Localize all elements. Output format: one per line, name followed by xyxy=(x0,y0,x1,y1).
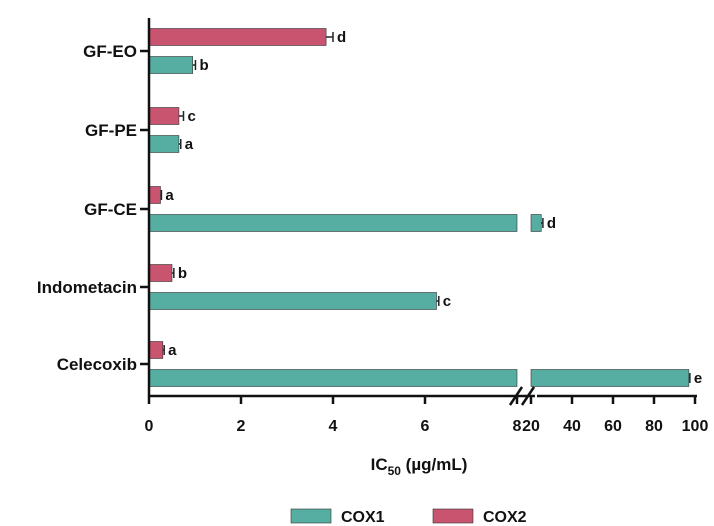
y-tick-label-celecoxib: Celecoxib xyxy=(57,355,137,374)
bar-cox2-gf-pe xyxy=(148,107,180,125)
bar-cox2-gf-ce xyxy=(148,186,161,204)
axis-break-mark-right xyxy=(520,386,536,406)
x-tick-label-20: 20 xyxy=(522,418,540,435)
x-axis-title: IC50 (µg/mL) xyxy=(371,455,468,478)
significance-label-cox2-indometacin: b xyxy=(178,265,187,282)
y-tick-label-gf-eo: GF-EO xyxy=(83,42,137,61)
x-tick-label-8: 8 xyxy=(513,418,522,435)
x-axis-title-unit: (µg/mL) xyxy=(401,455,467,474)
axes-layer xyxy=(140,18,697,406)
bar-cox1-indometacin xyxy=(148,292,437,310)
bar-cox1-celecoxib-part1 xyxy=(148,369,518,387)
bars-layer xyxy=(148,28,691,387)
bar-cox1-celecoxib-part2 xyxy=(530,369,690,387)
x-tick-label-100: 100 xyxy=(682,418,709,435)
x-tick-label-0: 0 xyxy=(145,418,154,435)
significance-label-cox1-gf-eo: b xyxy=(199,57,208,74)
x-tick-label-60: 60 xyxy=(604,418,622,435)
x-tick-label-6: 6 xyxy=(421,418,430,435)
y-tick-label-indometacin: Indometacin xyxy=(37,278,137,297)
x-tick-label-40: 40 xyxy=(563,418,581,435)
significance-label-cox1-gf-ce: d xyxy=(547,215,556,232)
legend-label-cox2: COX2 xyxy=(483,509,527,526)
significance-label-cox2-gf-ce: a xyxy=(165,187,174,204)
bar-cox1-gf-ce-part2 xyxy=(530,214,542,232)
x-tick-label-2: 2 xyxy=(237,418,246,435)
significance-label-cox2-gf-eo: d xyxy=(337,29,346,46)
significance-label-cox1-gf-pe: a xyxy=(185,136,194,153)
y-tick-label-gf-pe: GF-PE xyxy=(85,121,137,140)
bar-cox1-gf-eo xyxy=(148,56,194,74)
legend-swatch-cox2 xyxy=(432,508,474,524)
legend-label-cox1: COX1 xyxy=(341,509,385,526)
bar-cox1-gf-pe xyxy=(148,135,180,153)
legend-swatch-cox1 xyxy=(290,508,332,524)
x-tick-label-4: 4 xyxy=(329,418,338,435)
labels-layer: dbGF-EOcaGF-PEadGF-CEbcIndometacinaeCele… xyxy=(37,29,709,435)
bar-cox2-gf-eo xyxy=(148,28,327,46)
legend: COX1 COX2 xyxy=(290,508,527,526)
x-tick-label-80: 80 xyxy=(645,418,663,435)
bar-cox2-celecoxib xyxy=(148,341,164,359)
x-axis-title-subscript: 50 xyxy=(388,464,402,478)
significance-label-cox1-celecoxib: e xyxy=(694,370,702,387)
bar-cox1-gf-ce-part1 xyxy=(148,214,518,232)
significance-label-cox2-gf-pe: c xyxy=(188,108,196,125)
significance-label-cox2-celecoxib: a xyxy=(168,342,177,359)
y-tick-label-gf-ce: GF-CE xyxy=(84,200,137,219)
bar-cox2-indometacin xyxy=(148,264,173,282)
x-axis-title-main: IC xyxy=(371,455,388,474)
significance-label-cox1-indometacin: c xyxy=(443,293,451,310)
